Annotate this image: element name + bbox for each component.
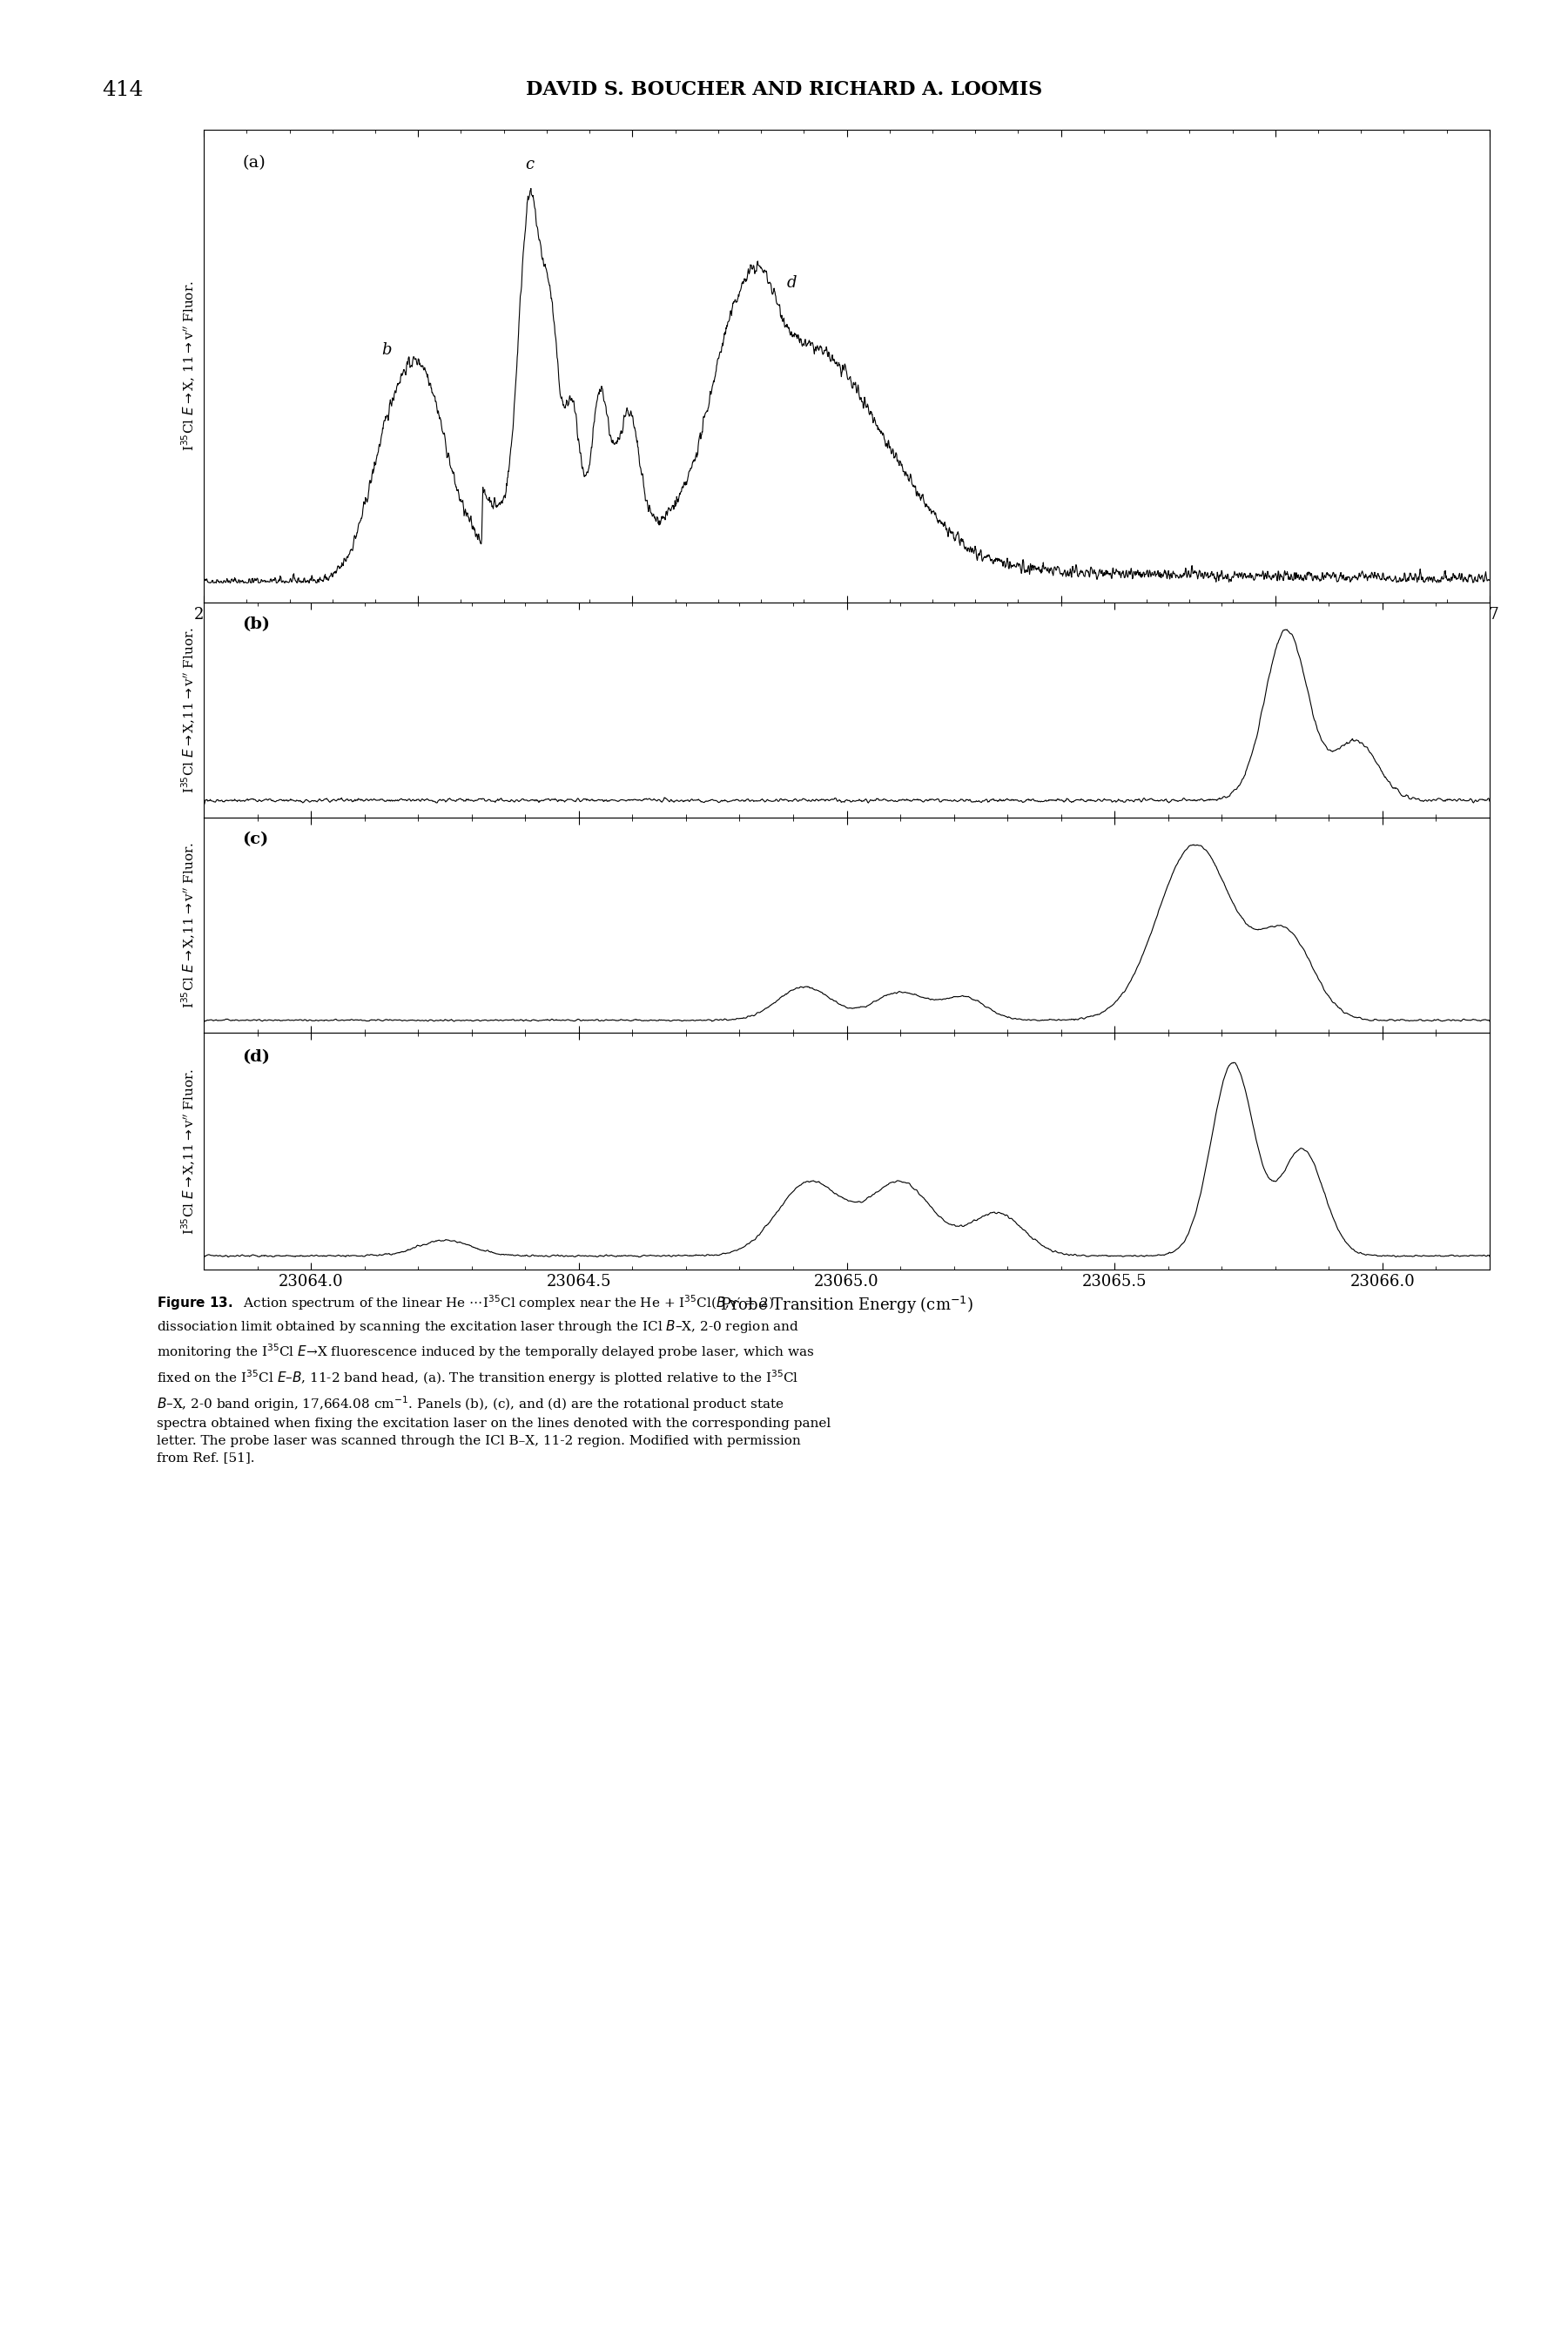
Text: 414: 414 (102, 80, 143, 101)
X-axis label: Probe Transition Energy (cm$^{-1}$): Probe Transition Energy (cm$^{-1}$) (720, 1295, 974, 1314)
Y-axis label: I$^{35}$Cl $E$$\rightarrow$X,11$\rightarrow$v$^{\prime\prime}$ Fluor.: I$^{35}$Cl $E$$\rightarrow$X,11$\rightar… (180, 842, 198, 1009)
Text: (a): (a) (243, 155, 265, 172)
Y-axis label: I$^{35}$Cl $E$$\rightarrow$X,11$\rightarrow$v$^{\prime\prime}$ Fluor.: I$^{35}$Cl $E$$\rightarrow$X,11$\rightar… (180, 1067, 198, 1234)
Text: b: b (381, 341, 392, 357)
Text: $\bf{Figure\ 13.}$  Action spectrum of the linear He ⋅⋅⋅I$^{35}$Cl complex near : $\bf{Figure\ 13.}$ Action spectrum of th… (157, 1293, 831, 1465)
Text: (c): (c) (243, 832, 268, 846)
Text: d: d (787, 275, 797, 292)
Text: c: c (525, 158, 535, 172)
X-axis label: Energy from I$^{35}$Cl $B$–X,2-0 Band Origin (cm$^{-1}$): Energy from I$^{35}$Cl $B$–X,2-0 Band Or… (677, 628, 1016, 649)
Y-axis label: I$^{35}$Cl $E$$\rightarrow$X, 11$\rightarrow$v$^{\prime\prime}$ Fluor.: I$^{35}$Cl $E$$\rightarrow$X, 11$\righta… (180, 280, 198, 451)
Y-axis label: I$^{35}$Cl $E$$\rightarrow$X,11$\rightarrow$v$^{\prime\prime}$ Fluor.: I$^{35}$Cl $E$$\rightarrow$X,11$\rightar… (180, 628, 198, 792)
Text: DAVID S. BOUCHER AND RICHARD A. LOOMIS: DAVID S. BOUCHER AND RICHARD A. LOOMIS (525, 80, 1043, 99)
Text: (d): (d) (243, 1049, 270, 1065)
Text: (b): (b) (243, 616, 270, 632)
